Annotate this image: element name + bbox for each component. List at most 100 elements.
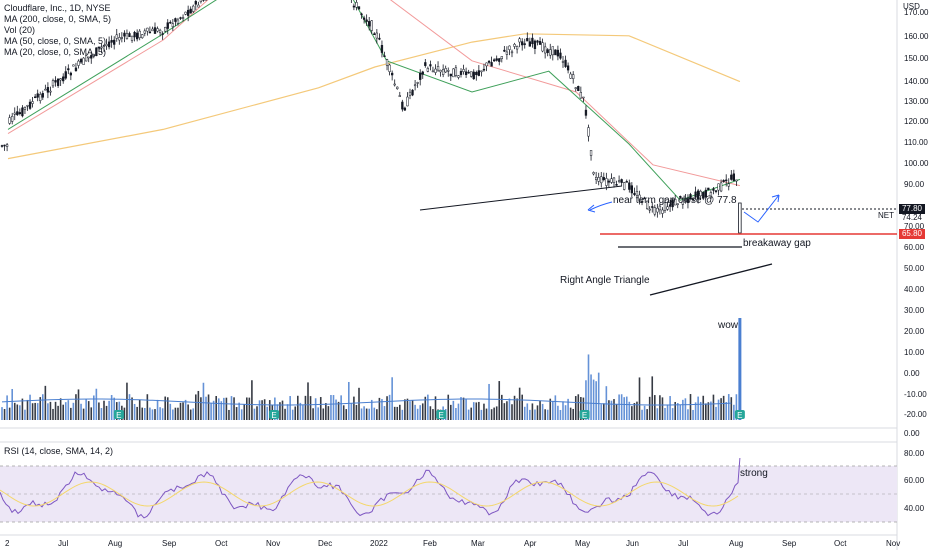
volume-bar: [610, 400, 613, 420]
candle-body: [574, 87, 577, 89]
candle-body: [648, 208, 651, 211]
volume-bar: [353, 396, 355, 420]
candle-body: [398, 95, 401, 97]
volume-bar: [567, 398, 569, 420]
volume-bar: [623, 397, 625, 420]
candle-body: [146, 27, 149, 32]
volume-bar: [169, 403, 172, 420]
candle-body: [628, 182, 631, 190]
volume-bar: [268, 400, 271, 420]
legend-volume[interactable]: Vol (20): [4, 25, 36, 35]
candle-body: [722, 179, 725, 182]
candle-body: [719, 182, 723, 192]
volume-bar: [215, 396, 217, 420]
volume-bar: [164, 396, 166, 420]
volume-bar: [707, 402, 710, 420]
volume-bar: [39, 397, 42, 420]
volume-bar: [322, 408, 325, 420]
candle-body: [113, 39, 116, 45]
candle-body: [360, 13, 363, 16]
candle-body: [194, 1, 197, 5]
volume-bar: [404, 399, 406, 420]
volume-bar: [460, 397, 462, 420]
volume-bar: [223, 397, 225, 420]
volume-bar: [95, 388, 98, 420]
volume-bar: [332, 395, 335, 420]
volume-bar: [470, 407, 472, 420]
candle-body: [166, 22, 169, 29]
volume-bar: [735, 394, 738, 420]
candle-body: [79, 59, 83, 63]
candle-body: [482, 68, 486, 71]
volume-bar: [501, 394, 503, 420]
volume-bar: [141, 407, 144, 420]
volume-bar: [498, 381, 501, 420]
candle-body: [635, 191, 639, 196]
volume-bar: [337, 401, 340, 420]
candle-body: [638, 194, 641, 202]
candle-body: [656, 207, 659, 213]
candle-body: [518, 38, 521, 43]
candle-body: [495, 58, 498, 61]
volume-bar: [220, 401, 223, 420]
candle-body: [699, 190, 702, 197]
price-tick-label: 110.00: [904, 138, 928, 147]
candle-body: [375, 32, 379, 39]
volume-bar: [541, 403, 544, 420]
volume-bar: [559, 409, 562, 420]
volume-bar: [182, 402, 184, 420]
legend-ma50[interactable]: MA (50, close, 0, SMA, 5): [4, 36, 107, 46]
volume-bar: [340, 395, 342, 420]
volume-bar: [376, 409, 378, 420]
volume-bar: [674, 401, 676, 420]
candle-body: [151, 28, 154, 32]
candle-body: [92, 55, 95, 57]
volume-bar: [19, 405, 21, 420]
candle-body: [597, 177, 600, 182]
volume-bar: [608, 400, 610, 420]
candle-body: [577, 86, 580, 91]
volume-bar: [694, 402, 697, 420]
volume-bar: [330, 395, 332, 420]
volume-bar: [42, 394, 44, 420]
candle-body: [128, 33, 131, 37]
time-tick-label: Mar: [471, 539, 485, 548]
price-tick-label: 20.00: [904, 327, 925, 336]
candles: [0, 0, 742, 234]
volume-bar: [253, 408, 256, 420]
candle-body: [148, 31, 152, 34]
legend-ma20[interactable]: MA (20, close, 0, SMA, 5): [4, 47, 107, 57]
time-tick-label: 2022: [370, 539, 388, 548]
volume-bar: [569, 407, 572, 420]
volume-bar: [21, 398, 24, 420]
price-tick-label: 50.00: [904, 264, 925, 273]
candle-body: [181, 17, 185, 19]
candle-body: [549, 49, 552, 56]
volume-bar: [475, 402, 478, 420]
volume-bar: [409, 401, 411, 420]
volume-bar: [179, 402, 182, 420]
legend-rsi[interactable]: RSI (14, close, SMA, 14, 2): [4, 446, 114, 456]
volume-bar: [730, 397, 733, 420]
volume-bar: [350, 403, 353, 420]
volume-bar: [258, 400, 261, 420]
candle-body: [8, 117, 11, 124]
legend-ma200[interactable]: MA (200, close, 0, SMA, 5): [4, 14, 112, 24]
volume-bar: [419, 405, 421, 420]
price-tick-label: 10.00: [904, 348, 925, 357]
candle-body: [515, 46, 519, 50]
symbol-label: NET: [878, 211, 894, 220]
candle-body: [556, 49, 560, 57]
candle-body: [118, 37, 121, 41]
volume-bar: [421, 403, 424, 420]
volume-bar: [472, 402, 475, 420]
volume-bar: [256, 406, 258, 420]
rsi-ma-line: [0, 481, 739, 507]
candle-body: [653, 207, 656, 215]
candle-body: [355, 2, 358, 8]
candle-body: [439, 69, 442, 73]
volume-bar: [572, 408, 574, 420]
candle-body: [21, 107, 24, 117]
